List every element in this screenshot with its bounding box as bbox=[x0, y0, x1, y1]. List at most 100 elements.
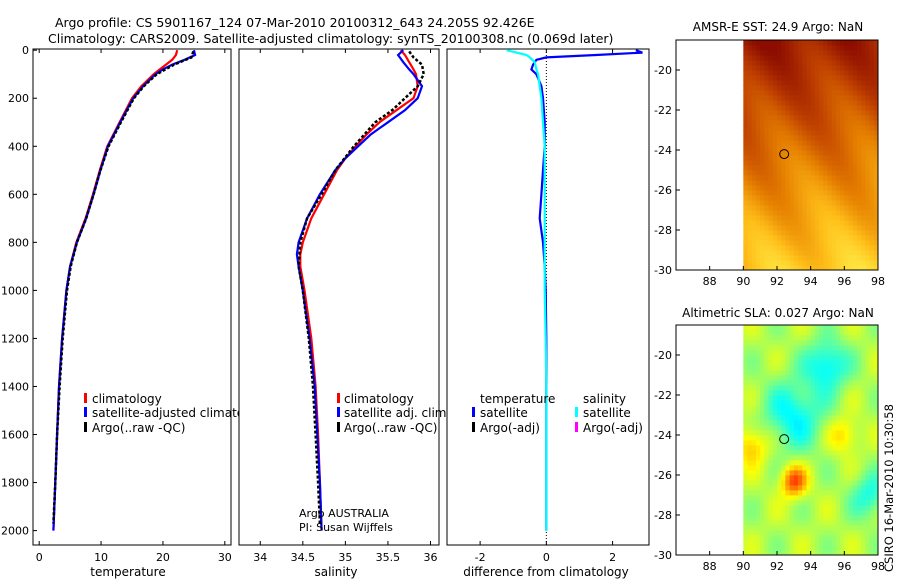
heatmap-cell bbox=[772, 330, 778, 336]
heatmap-cell bbox=[873, 55, 879, 61]
heatmap-cell bbox=[772, 240, 778, 246]
heatmap-cell bbox=[819, 80, 824, 86]
heatmap-cell bbox=[806, 150, 812, 156]
heatmap-cell bbox=[802, 540, 807, 546]
heatmap-cell bbox=[772, 70, 778, 76]
heatmap-cell bbox=[840, 115, 845, 121]
heatmap-cell bbox=[831, 480, 837, 486]
heatmap-cell bbox=[798, 90, 803, 96]
heatmap-cell bbox=[810, 40, 816, 46]
heatmap-cell bbox=[861, 165, 866, 171]
heatmap-cell bbox=[814, 155, 820, 161]
heatmap-cell bbox=[865, 130, 870, 136]
heatmap-cell bbox=[869, 105, 875, 111]
heatmap-cell bbox=[806, 140, 812, 146]
heatmap-cell bbox=[869, 175, 875, 181]
heatmap-cell bbox=[777, 495, 782, 501]
heatmap-cell bbox=[814, 335, 820, 341]
heatmap-cell bbox=[840, 105, 845, 111]
heatmap-cell bbox=[814, 410, 820, 416]
heatmap-cell bbox=[781, 360, 786, 366]
heatmap-cell bbox=[785, 330, 791, 336]
heatmap-cell bbox=[814, 95, 820, 101]
heatmap-cell bbox=[806, 370, 812, 376]
heatmap-cell bbox=[806, 365, 812, 371]
heatmap-cell bbox=[760, 345, 765, 351]
heatmap-cell bbox=[781, 385, 786, 391]
legend-swatch-temp-argo bbox=[472, 422, 475, 432]
heatmap-cell bbox=[777, 45, 782, 51]
heatmap-cell bbox=[751, 365, 757, 371]
heatmap-cell bbox=[781, 335, 786, 341]
heatmap-cell bbox=[865, 380, 870, 386]
heatmap-cell bbox=[798, 45, 803, 51]
heatmap-cell bbox=[852, 90, 858, 96]
heatmap-cell bbox=[856, 550, 862, 556]
heatmap-cell bbox=[848, 130, 854, 136]
heatmap-cell bbox=[751, 500, 757, 506]
heatmap-cell bbox=[844, 150, 849, 156]
heatmap-cell bbox=[814, 45, 820, 51]
heatmap-cell bbox=[777, 95, 782, 101]
heatmap-cell bbox=[777, 420, 782, 426]
heatmap-cell bbox=[743, 380, 748, 386]
heatmap-cell bbox=[852, 155, 858, 161]
heatmap-cell bbox=[840, 545, 845, 551]
heatmap-cell bbox=[869, 540, 875, 546]
heatmap-cell bbox=[835, 235, 841, 241]
heatmap-cell bbox=[844, 525, 849, 531]
heatmap-cell bbox=[755, 145, 761, 151]
heatmap-cell bbox=[760, 45, 765, 51]
heatmap-cell bbox=[831, 210, 837, 216]
heatmap-cell bbox=[751, 380, 757, 386]
heatmap-cell bbox=[785, 495, 791, 501]
heatmap-cell bbox=[755, 260, 761, 266]
heatmap-cell bbox=[764, 530, 769, 536]
heatmap-cell bbox=[777, 415, 782, 421]
heatmap-cell bbox=[772, 475, 778, 481]
heatmap-cell bbox=[747, 455, 753, 461]
heatmap-cell bbox=[840, 410, 845, 416]
heatmap-cell bbox=[861, 470, 866, 476]
heatmap-cell bbox=[831, 70, 837, 76]
heatmap-cell bbox=[768, 525, 774, 531]
heatmap-cell bbox=[772, 380, 778, 386]
heatmap-cell bbox=[861, 105, 866, 111]
heatmap-cell bbox=[844, 215, 849, 221]
heatmap-cell bbox=[835, 135, 841, 141]
heatmap-cell bbox=[840, 395, 845, 401]
heatmap-cell bbox=[819, 230, 824, 236]
heatmap-cell bbox=[869, 525, 875, 531]
heatmap-cell bbox=[793, 480, 799, 486]
heatmap-cell bbox=[806, 490, 812, 496]
heatmap-cell bbox=[823, 545, 828, 551]
heatmap-cell bbox=[827, 365, 833, 371]
heatmap-cell bbox=[789, 210, 795, 216]
heatmap-cell bbox=[814, 355, 820, 361]
heatmap-cell bbox=[789, 260, 795, 266]
heatmap-cell bbox=[760, 105, 765, 111]
heatmap-cell bbox=[802, 50, 807, 56]
heatmap-cell bbox=[810, 425, 816, 431]
heatmap-cell bbox=[768, 430, 774, 436]
heatmap-cell bbox=[873, 405, 879, 411]
heatmap-cell bbox=[865, 355, 870, 361]
heatmap-cell bbox=[777, 530, 782, 536]
heatmap-cell bbox=[747, 80, 753, 86]
heatmap-cell bbox=[814, 430, 820, 436]
heatmap-cell bbox=[747, 475, 753, 481]
heatmap-cell bbox=[861, 445, 866, 451]
heatmap-cell bbox=[806, 325, 812, 331]
heatmap-cell bbox=[798, 60, 803, 66]
heatmap-cell bbox=[781, 445, 786, 451]
heatmap-cell bbox=[831, 505, 837, 511]
heatmap-cell bbox=[856, 140, 862, 146]
heatmap-cell bbox=[865, 465, 870, 471]
heatmap-cell bbox=[840, 475, 845, 481]
heatmap-cell bbox=[840, 360, 845, 366]
heatmap-cell bbox=[865, 80, 870, 86]
heatmap-cell bbox=[793, 80, 799, 86]
heatmap-cell bbox=[823, 200, 828, 206]
heatmap-cell bbox=[789, 75, 795, 81]
heatmap-cell bbox=[772, 265, 778, 271]
